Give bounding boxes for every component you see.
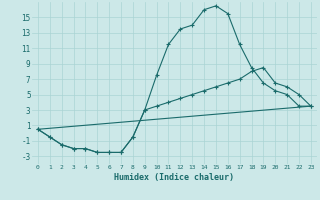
X-axis label: Humidex (Indice chaleur): Humidex (Indice chaleur) <box>115 173 234 182</box>
